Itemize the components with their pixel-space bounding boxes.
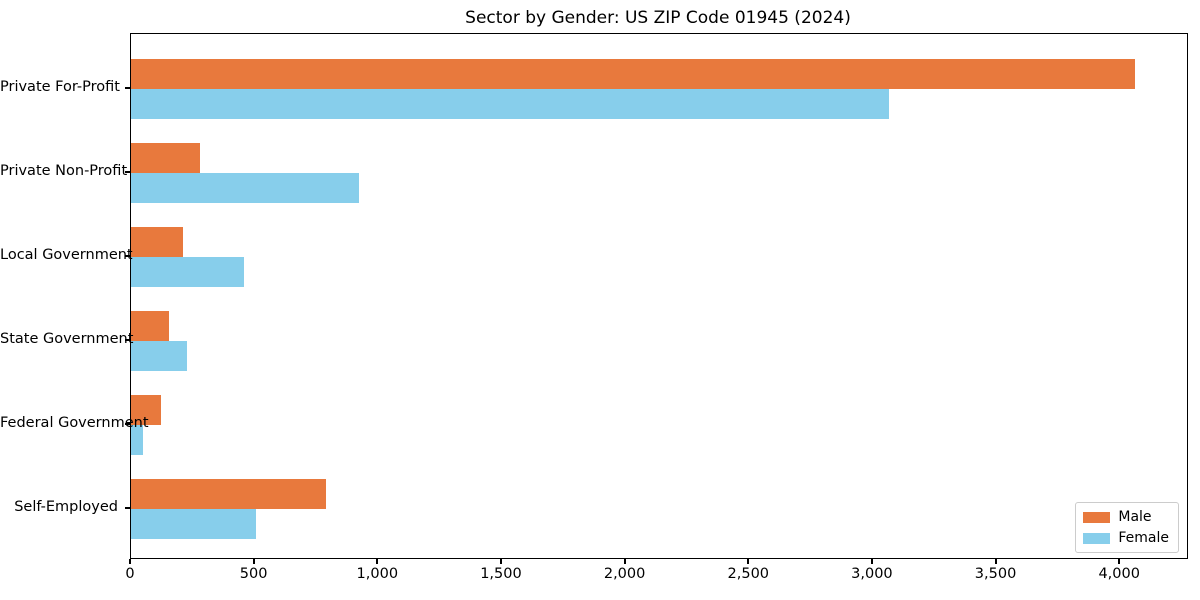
x-axis-tick (994, 559, 997, 564)
bar-group-local-government (131, 227, 1187, 287)
bar-male-self-employed (131, 479, 327, 509)
legend-item-female: Female (1083, 530, 1169, 546)
bar-male-federal-government (131, 395, 161, 425)
x-axis-tick-label: 1,000 (356, 566, 399, 582)
x-axis-tick (499, 559, 502, 564)
bar-male-local-government (131, 227, 183, 257)
x-axis-tick-label: 3,000 (851, 566, 893, 582)
x-axis-tick (129, 559, 131, 564)
bar-male-private-for-profit (131, 59, 1136, 89)
male-legend-label: Male (1118, 509, 1152, 525)
y-axis-tick (125, 507, 130, 509)
x-axis-tick (252, 559, 255, 564)
bar-female-private-non-profit (131, 173, 359, 203)
bar-group-private-for-profit (131, 59, 1187, 119)
x-axis-tick-label: 500 (239, 566, 268, 582)
chart-title: Sector by Gender: US ZIP Code 01945 (202… (465, 8, 851, 28)
bar-female-federal-government (131, 425, 144, 455)
female-legend-swatch (1083, 532, 1111, 544)
y-axis-tick (125, 255, 130, 257)
bar-group-state-government (131, 311, 1187, 371)
bar-female-local-government (131, 257, 244, 287)
y-axis-tick (125, 87, 130, 89)
y-axis-label-federal-government: Federal Government (0, 415, 149, 431)
bar-female-state-government (131, 341, 187, 371)
x-axis-tick (623, 559, 626, 564)
y-axis-label-private-non-profit: Private Non-Profit (0, 163, 128, 179)
y-axis-label-private-for-profit: Private For-Profit (0, 79, 120, 95)
legend-item-male: Male (1083, 509, 1169, 525)
x-axis-tick (870, 559, 873, 564)
bar-male-private-non-profit (131, 143, 201, 173)
x-axis-tick-label: 3,500 (974, 566, 1017, 582)
bar-group-federal-government (131, 395, 1187, 455)
x-axis-tick (747, 559, 750, 564)
y-axis-label-state-government: State Government (0, 331, 134, 347)
male-legend-swatch (1083, 511, 1111, 523)
x-axis-tick-label: 0 (125, 566, 135, 582)
y-axis-tick (125, 171, 130, 173)
legend: Male Female (1075, 502, 1179, 553)
bar-female-self-employed (131, 509, 256, 539)
x-axis-tick-label: 2,500 (727, 566, 770, 582)
x-axis-tick-label: 2,000 (603, 566, 646, 582)
bar-group-self-employed (131, 479, 1187, 539)
y-axis-tick (125, 339, 130, 341)
x-axis-tick-label: 4,000 (1098, 566, 1140, 582)
bar-male-state-government (131, 311, 170, 341)
y-axis-tick (125, 423, 130, 425)
x-axis-tick-label: 1,500 (480, 566, 522, 582)
x-axis-tick (376, 559, 379, 564)
female-legend-label: Female (1118, 530, 1169, 546)
plot-area: Male Female (130, 33, 1188, 559)
y-axis-label-local-government: Local Government (0, 247, 133, 263)
y-axis-label-self-employed: Self-Employed (14, 499, 118, 515)
bar-female-private-for-profit (131, 89, 889, 119)
x-axis-tick (1118, 559, 1121, 564)
bar-group-private-non-profit (131, 143, 1187, 203)
